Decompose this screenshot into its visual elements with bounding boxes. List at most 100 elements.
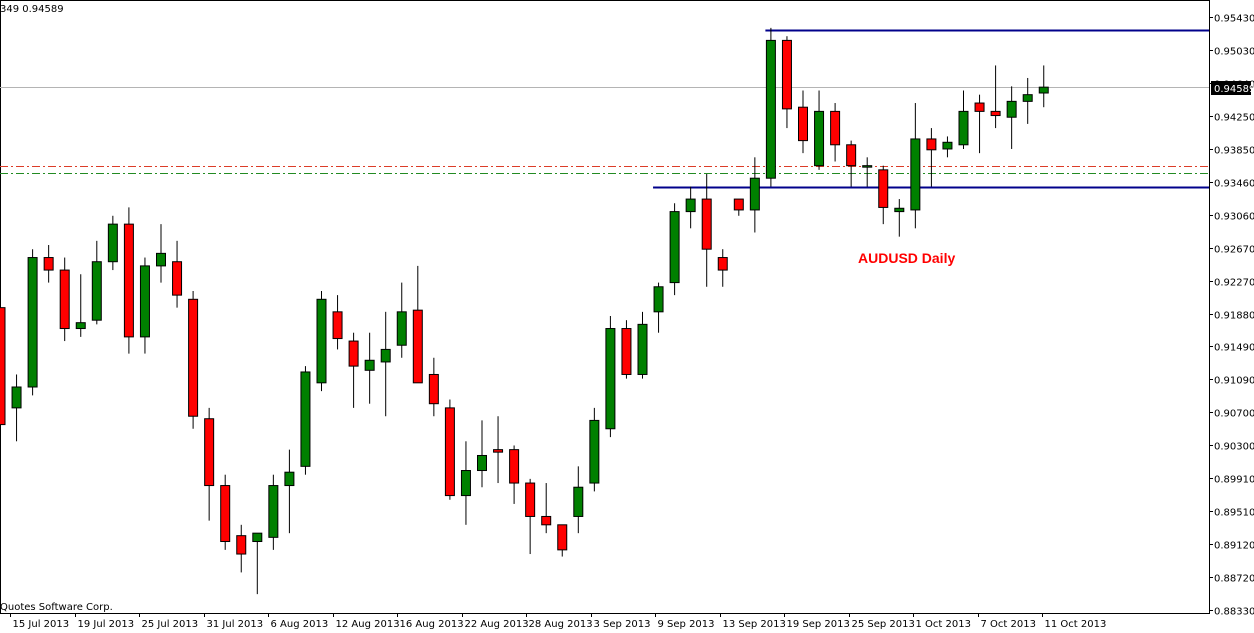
date-tick-label: 6 Aug 2013	[271, 619, 329, 630]
price-tick-label: 0.91880	[1214, 311, 1254, 322]
candle-body-up	[252, 532, 263, 543]
candle[interactable]	[894, 199, 905, 237]
candle[interactable]	[765, 27, 776, 187]
candle[interactable]	[926, 128, 937, 187]
candle[interactable]	[990, 65, 1001, 129]
candle[interactable]	[316, 290, 327, 392]
date-tick-label: 15 Jul 2013	[13, 619, 70, 630]
date-tick-label: 25 Sep 2013	[852, 619, 915, 630]
candle-body-down	[412, 309, 423, 384]
candle-body-up	[91, 261, 102, 321]
price-tick-label: 0.93850	[1214, 146, 1254, 157]
candle[interactable]	[220, 474, 231, 550]
candle-body-down	[204, 418, 215, 487]
candle-body-up	[268, 485, 279, 538]
candle[interactable]	[1006, 86, 1017, 149]
price-tick-label: 0.89510	[1214, 508, 1254, 519]
date-tick-label: 9 Sep 2013	[658, 619, 715, 630]
candle[interactable]	[749, 157, 760, 233]
candle[interactable]	[91, 240, 102, 325]
candle[interactable]	[123, 207, 134, 354]
candle[interactable]	[139, 257, 150, 354]
candle[interactable]	[1022, 77, 1033, 124]
candle[interactable]	[188, 290, 199, 429]
candle[interactable]	[541, 483, 552, 534]
candle[interactable]	[862, 157, 873, 187]
price-tick-label: 0.88720	[1214, 574, 1254, 585]
candle[interactable]	[701, 174, 712, 287]
candle[interactable]	[43, 245, 54, 283]
candle-body-up	[942, 141, 953, 150]
candle[interactable]	[974, 94, 985, 154]
candle[interactable]	[637, 311, 648, 379]
price-tick-label: 0.91490	[1214, 343, 1254, 354]
candle[interactable]	[557, 524, 568, 557]
candle[interactable]	[156, 224, 166, 283]
candles[interactable]	[0, 27, 1049, 595]
candle[interactable]	[509, 445, 520, 504]
candle[interactable]	[460, 441, 471, 525]
candle[interactable]	[798, 90, 808, 154]
candle-body-down	[621, 328, 632, 375]
candle-body-down	[0, 307, 6, 426]
candle[interactable]	[300, 366, 311, 475]
candle[interactable]	[477, 420, 487, 488]
candle[interactable]	[428, 357, 439, 417]
candle[interactable]	[669, 203, 680, 296]
candle[interactable]	[268, 474, 279, 550]
candle[interactable]	[958, 90, 969, 149]
price-tick-label: 0.93460	[1214, 179, 1254, 190]
candle[interactable]	[396, 282, 407, 358]
price-tick-label: 0.89910	[1214, 475, 1254, 486]
candle[interactable]	[11, 374, 22, 442]
candle-body-up	[1038, 86, 1049, 94]
candle[interactable]	[830, 103, 841, 162]
candle[interactable]	[878, 165, 889, 225]
price-tick-label: 0.95030	[1214, 47, 1254, 58]
candle[interactable]	[846, 140, 857, 187]
candle[interactable]	[573, 466, 584, 534]
candle[interactable]	[717, 249, 728, 287]
candle[interactable]	[493, 416, 504, 484]
candle[interactable]	[348, 332, 359, 408]
candle[interactable]	[236, 524, 247, 573]
candle[interactable]	[942, 136, 953, 158]
candle[interactable]	[525, 478, 536, 555]
candle[interactable]	[685, 186, 696, 229]
candle[interactable]	[332, 295, 343, 350]
candle[interactable]	[204, 407, 215, 521]
candle[interactable]	[1038, 65, 1049, 108]
candle[interactable]	[284, 449, 295, 534]
candle[interactable]	[444, 399, 455, 500]
candle[interactable]	[605, 316, 616, 438]
candle[interactable]	[781, 36, 792, 129]
candle[interactable]	[380, 311, 391, 417]
candle[interactable]	[0, 307, 6, 426]
candle[interactable]	[75, 274, 86, 337]
candle[interactable]	[910, 103, 921, 229]
candle-body-down	[428, 373, 439, 405]
candle-body-up	[605, 328, 616, 430]
candle-body-down	[733, 198, 744, 211]
candle[interactable]	[364, 332, 375, 404]
candle[interactable]	[621, 320, 632, 379]
candle-body-up	[862, 165, 873, 168]
candle[interactable]	[27, 249, 38, 396]
candle[interactable]	[653, 282, 664, 333]
candle[interactable]	[412, 265, 423, 384]
candle[interactable]	[59, 257, 70, 342]
candle-body-down	[717, 257, 728, 271]
candle-body-up	[156, 252, 166, 267]
candle[interactable]	[589, 407, 600, 492]
date-tick-label: 19 Jul 2013	[78, 619, 135, 630]
candle[interactable]	[733, 198, 744, 216]
candle[interactable]	[107, 215, 118, 271]
date-tick-label: 13 Sep 2013	[723, 619, 786, 630]
candle[interactable]	[172, 240, 183, 308]
candle[interactable]	[814, 90, 825, 170]
current-price-label: 0.94589	[1214, 84, 1254, 95]
candle[interactable]	[252, 532, 263, 595]
candle-body-down	[59, 269, 70, 330]
